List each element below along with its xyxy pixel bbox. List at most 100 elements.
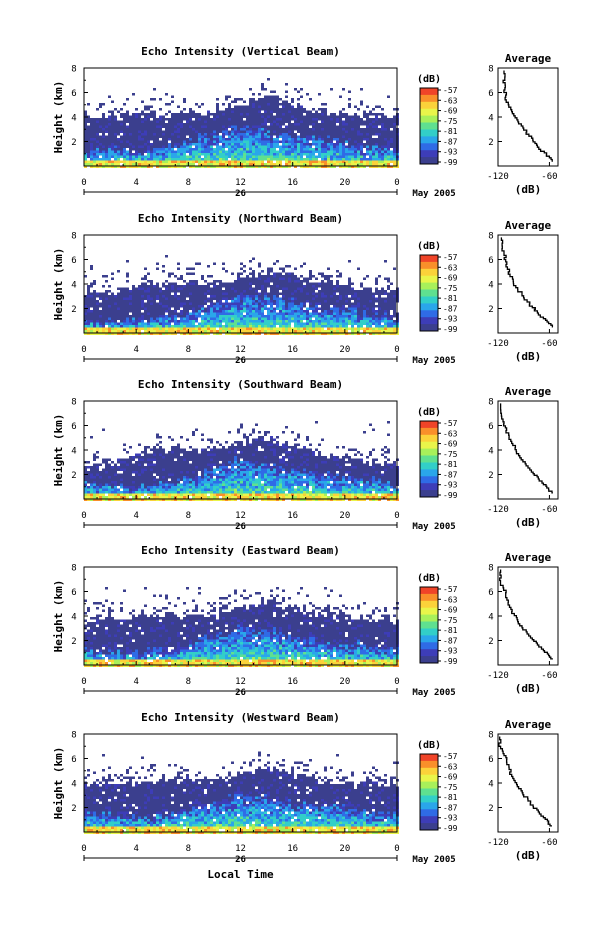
colorbar-tick-label: -99: [443, 158, 458, 167]
x-tick-label: 16: [287, 345, 298, 355]
x-tick-label: 0: [81, 511, 86, 521]
colorbar-tick-label: -75: [443, 117, 458, 126]
average-y-tick-label: 2: [488, 138, 493, 148]
y-tick-label: 2: [71, 471, 76, 481]
colorbar-tick-label: -69: [443, 440, 458, 449]
colorbar-band: [420, 656, 438, 664]
colorbar-tick-label: -87: [443, 636, 458, 645]
average-y-tick-label: 8: [488, 398, 493, 408]
average-y-tick-label: 6: [488, 588, 493, 598]
colorbar-tick-label: -75: [443, 284, 458, 293]
y-tick-label: 6: [71, 422, 76, 432]
date-label: May 2005: [412, 855, 455, 865]
colorbar-tick-label: -63: [443, 96, 458, 105]
x-tick-label: 4: [133, 511, 138, 521]
x-tick-label: 12: [235, 844, 246, 854]
colorbar-band: [420, 434, 438, 443]
colorbar-band: [420, 101, 438, 110]
x-axis-label: Local Time: [207, 868, 274, 881]
x-tick-label: 4: [133, 677, 138, 687]
colorbar-band: [420, 760, 438, 769]
x-tick-label: 8: [186, 677, 191, 687]
colorbar-band: [420, 136, 438, 144]
colorbar-band: [420, 427, 438, 436]
colorbar-band: [420, 275, 438, 284]
average-frame: [497, 67, 559, 167]
day-label: 26: [235, 356, 246, 366]
colorbar-band: [420, 823, 438, 831]
colorbar-band: [420, 649, 438, 657]
colorbar-tick-label: -63: [443, 263, 458, 272]
panel-row-2: Echo Intensity (Northward Beam) 2 4 6 8 Heigh…: [52, 212, 559, 366]
x-tick-label: 12: [235, 677, 246, 687]
average-y-tick-label: 6: [488, 422, 493, 432]
average-title: Average: [505, 551, 552, 564]
panel-title: Echo Intensity (Northward Beam): [138, 212, 343, 225]
colorbar-tick-label: -81: [443, 127, 458, 136]
colorbar-band: [420, 628, 438, 636]
x-tick-label: 12: [235, 511, 246, 521]
average-y-tick-label: 2: [488, 471, 493, 481]
colorbar-tick-label: -93: [443, 148, 458, 157]
average-x-label: (dB): [515, 350, 542, 363]
average-y-tick-label: 2: [488, 305, 493, 315]
y-tick-label: 8: [71, 731, 76, 741]
colorbar-band: [420, 261, 438, 270]
average-x-label: (dB): [515, 183, 542, 196]
x-tick-label: 12: [235, 345, 246, 355]
colorbar-tick-label: -75: [443, 616, 458, 625]
panel-title: Echo Intensity (Southward Beam): [138, 378, 343, 391]
y-tick-label: 2: [71, 637, 76, 647]
x-tick-label: 16: [287, 677, 298, 687]
colorbar-band: [420, 767, 438, 776]
colorbar-band: [420, 310, 438, 318]
heatmap-cells: [84, 751, 399, 834]
colorbar-tick-label: -69: [443, 274, 458, 283]
colorbar-tick-label: -93: [443, 315, 458, 324]
x-tick-label: 0: [394, 844, 399, 854]
colorbar-band: [420, 587, 438, 595]
colorbar-unit: (dB): [417, 74, 441, 85]
average-y-tick-label: 8: [488, 232, 493, 242]
y-axis-label: Height (km): [52, 414, 65, 487]
x-tick-label: 16: [287, 178, 298, 188]
y-tick-label: 8: [71, 398, 76, 408]
y-tick-label: 4: [71, 114, 76, 124]
panel-title: Echo Intensity (Eastward Beam): [141, 544, 340, 557]
average-x-label: (dB): [515, 682, 542, 695]
heatmap-cells: [84, 255, 399, 335]
colorbar-frame: [419, 753, 439, 831]
colorbar-tick-label: -81: [443, 793, 458, 802]
colorbar-band: [420, 788, 438, 796]
average-x-tick-label: -120: [487, 671, 509, 681]
day-label: 26: [235, 189, 246, 199]
average-y-tick-label: 8: [488, 564, 493, 574]
colorbar-band: [420, 635, 438, 643]
colorbar-tick-label: -93: [443, 647, 458, 656]
colorbar-tick-label: -99: [443, 325, 458, 334]
y-tick-label: 4: [71, 613, 76, 623]
panel-row-1: Echo Intensity (Vertical Beam) 2 4 6 8 Height…: [52, 45, 559, 199]
x-tick-label: 20: [339, 345, 350, 355]
average-x-label: (dB): [515, 849, 542, 862]
average-y-tick-label: 4: [488, 114, 493, 124]
colorbar-band: [420, 88, 438, 96]
y-tick-label: 6: [71, 256, 76, 266]
colorbar-band: [420, 774, 438, 783]
y-tick-label: 8: [71, 65, 76, 75]
colorbar-band: [420, 469, 438, 477]
average-y-tick-label: 6: [488, 89, 493, 99]
average-y-tick-label: 2: [488, 637, 493, 647]
average-y-tick-label: 8: [488, 731, 493, 741]
heatmap-cells: [84, 587, 399, 667]
colorbar-frame: [419, 586, 439, 664]
average-x-tick-label: -120: [487, 172, 509, 182]
colorbar-band: [420, 448, 438, 456]
average-profile-line: [499, 403, 553, 494]
y-tick-label: 2: [71, 138, 76, 148]
colorbar-tick-label: -81: [443, 294, 458, 303]
colorbar-frame: [419, 254, 439, 332]
y-tick-label: 2: [71, 804, 76, 814]
average-x-tick-label: -60: [541, 339, 557, 349]
average-title: Average: [505, 385, 552, 398]
